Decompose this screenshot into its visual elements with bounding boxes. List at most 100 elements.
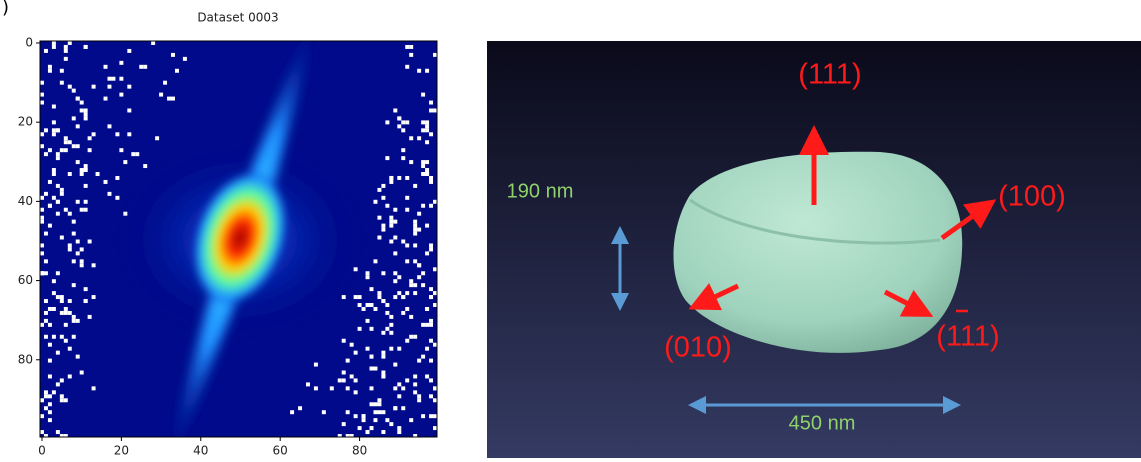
noise-speck xyxy=(68,374,72,378)
noise-speck xyxy=(64,311,68,315)
noise-speck xyxy=(64,136,68,140)
noise-speck xyxy=(40,323,44,327)
noise-speck xyxy=(433,398,437,402)
noise-speck xyxy=(60,335,64,339)
noise-speck xyxy=(393,220,397,224)
noise-speck xyxy=(40,93,44,97)
noise-speck xyxy=(44,299,48,303)
noise-speck xyxy=(381,371,385,375)
noise-speck xyxy=(362,307,366,311)
noise-speck xyxy=(88,240,92,244)
noise-speck xyxy=(64,140,68,144)
noise-speck xyxy=(123,160,127,164)
noise-speck xyxy=(393,108,397,112)
noise-speck xyxy=(377,188,381,192)
noise-speck xyxy=(409,45,413,49)
noise-speck xyxy=(52,120,56,124)
noise-speck xyxy=(381,374,385,378)
noise-speck xyxy=(346,359,350,363)
noise-speck xyxy=(127,49,131,53)
y-tick-label: 80 xyxy=(18,352,33,366)
noise-speck xyxy=(417,69,421,73)
noise-speck xyxy=(92,132,96,136)
noise-speck xyxy=(381,299,385,303)
noise-speck xyxy=(64,307,68,311)
noise-speck xyxy=(72,319,76,323)
noise-speck xyxy=(429,414,433,418)
noise-speck xyxy=(429,339,433,343)
noise-speck xyxy=(433,343,437,347)
noise-speck xyxy=(433,200,437,204)
noise-speck xyxy=(417,228,421,232)
noise-speck xyxy=(370,367,374,371)
noise-speck xyxy=(60,192,64,196)
noise-speck xyxy=(370,355,374,359)
noise-speck xyxy=(143,65,147,69)
noise-speck xyxy=(104,180,108,184)
noise-speck xyxy=(64,148,68,152)
noise-speck xyxy=(350,343,354,347)
noise-speck xyxy=(397,291,401,295)
noise-speck xyxy=(397,347,401,351)
noise-speck xyxy=(72,232,76,236)
noise-speck xyxy=(425,323,429,327)
noise-speck xyxy=(52,390,56,394)
noise-speck xyxy=(127,85,131,89)
noise-speck xyxy=(370,426,374,430)
noise-speck xyxy=(44,394,48,398)
noise-speck xyxy=(48,307,52,311)
noise-speck xyxy=(417,359,421,363)
noise-speck xyxy=(167,97,171,101)
noise-speck xyxy=(76,144,80,148)
noise-speck xyxy=(377,410,381,414)
noise-speck xyxy=(44,319,48,323)
noise-speck xyxy=(425,69,429,73)
noise-speck xyxy=(425,172,429,176)
noise-speck xyxy=(76,319,80,323)
noise-speck xyxy=(44,271,48,275)
noise-speck xyxy=(44,311,48,315)
noise-speck xyxy=(417,136,421,140)
noise-speck xyxy=(72,220,76,224)
noise-speck xyxy=(111,77,115,81)
noise-speck xyxy=(60,295,64,299)
noise-speck xyxy=(421,283,425,287)
noise-speck xyxy=(115,132,119,136)
noise-speck xyxy=(48,343,52,347)
noise-speck xyxy=(381,228,385,232)
noise-speck xyxy=(397,176,401,180)
noise-speck xyxy=(135,152,139,156)
noise-speck xyxy=(366,430,370,434)
noise-speck xyxy=(405,176,409,180)
noise-speck xyxy=(44,390,48,394)
noise-speck xyxy=(405,45,409,49)
noise-speck xyxy=(342,422,346,426)
noise-speck xyxy=(119,148,123,152)
noise-speck xyxy=(60,299,64,303)
noise-speck xyxy=(48,204,52,208)
chart-title: Dataset 0003 xyxy=(197,11,278,25)
noise-speck xyxy=(421,414,425,418)
noise-speck xyxy=(389,323,393,327)
noise-speck xyxy=(56,382,60,386)
noise-speck xyxy=(421,204,425,208)
noise-speck xyxy=(314,386,318,390)
noise-speck xyxy=(389,180,393,184)
noise-speck xyxy=(413,291,417,295)
noise-speck xyxy=(393,208,397,212)
noise-speck xyxy=(405,339,409,343)
noise-speck xyxy=(52,41,56,45)
x-tick-label: 0 xyxy=(38,444,46,458)
noise-speck xyxy=(342,295,346,299)
noise-speck xyxy=(433,267,437,271)
noise-speck xyxy=(429,204,433,208)
noise-speck xyxy=(107,85,111,89)
noise-speck xyxy=(84,287,88,291)
y-tick-label: 60 xyxy=(18,273,33,287)
noise-speck xyxy=(44,259,48,263)
noise-speck xyxy=(84,168,88,172)
noise-speck xyxy=(389,176,393,180)
noise-speck xyxy=(381,184,385,188)
noise-speck xyxy=(417,263,421,267)
noise-speck xyxy=(346,386,350,390)
